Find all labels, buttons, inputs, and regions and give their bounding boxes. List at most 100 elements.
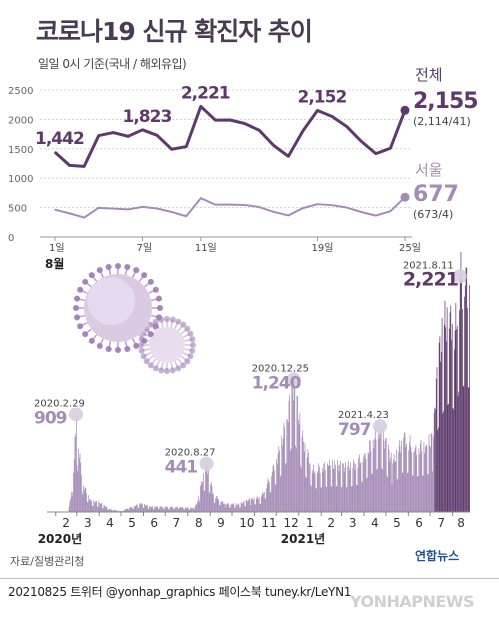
daily-bar	[338, 465, 339, 512]
daily-bar	[352, 486, 353, 512]
daily-bar	[321, 488, 322, 512]
daily-bar	[160, 506, 161, 512]
daily-bar	[315, 488, 316, 512]
seoul-point	[273, 211, 275, 213]
month-tick-label: 7	[437, 516, 445, 530]
daily-bar	[358, 458, 359, 512]
daily-bar	[146, 506, 147, 512]
daily-bar	[361, 482, 362, 512]
daily-bar	[76, 416, 77, 512]
daily-bar	[395, 462, 396, 512]
daily-bar	[97, 507, 98, 512]
seoul-point	[200, 197, 202, 199]
daily-bar	[255, 504, 256, 512]
daily-bar	[401, 441, 402, 512]
daily-bar	[419, 454, 420, 512]
total-end-detail: (2,114/41)	[413, 115, 471, 128]
daily-bar	[253, 500, 254, 512]
daily-bar	[141, 503, 142, 512]
daily-bar	[258, 499, 259, 512]
daily-bar	[466, 268, 467, 512]
daily-bar	[458, 392, 459, 512]
total-point	[83, 166, 85, 168]
virus-spike-head	[158, 367, 164, 373]
daily-bar	[276, 484, 277, 512]
daily-bar	[207, 474, 208, 512]
daily-bar	[275, 485, 276, 512]
daily-bar	[152, 506, 153, 512]
daily-bar	[411, 452, 412, 512]
daily-bar	[80, 454, 81, 512]
daily-bar	[294, 382, 295, 512]
year-label: 2020년	[38, 532, 82, 546]
daily-bar	[89, 499, 90, 512]
daily-bar	[227, 503, 228, 512]
daily-bar	[368, 453, 369, 512]
daily-bar	[347, 487, 348, 512]
daily-bar	[342, 487, 343, 512]
daily-bar	[162, 507, 163, 512]
daily-bar	[91, 500, 92, 512]
daily-bar	[336, 486, 337, 512]
daily-bar	[75, 437, 76, 512]
seoul-point	[98, 207, 100, 209]
daily-bar	[372, 473, 373, 512]
daily-bar	[348, 461, 349, 512]
daily-bar	[229, 508, 230, 512]
daily-bar	[166, 506, 167, 512]
daily-bar	[177, 507, 178, 512]
total-point	[258, 129, 260, 131]
daily-bar	[195, 506, 196, 512]
daily-bar	[365, 453, 366, 512]
daily-bar	[385, 438, 386, 512]
daily-bar	[324, 462, 325, 512]
daily-bar	[239, 508, 240, 512]
daily-bar	[326, 487, 327, 512]
total-point	[302, 130, 304, 132]
daily-bar	[448, 405, 449, 512]
daily-bar	[426, 445, 427, 512]
daily-bar	[414, 451, 415, 512]
seoul-point	[54, 209, 56, 211]
virus-spike-head	[97, 343, 103, 349]
daily-bar	[317, 473, 318, 512]
daily-bar	[228, 505, 229, 512]
daily-bar	[445, 301, 446, 512]
virus-spike-head	[187, 353, 193, 359]
daily-bar	[211, 482, 212, 512]
daily-bar	[249, 498, 250, 512]
daily-bar	[208, 470, 209, 512]
daily-bar	[319, 467, 320, 512]
seoul-point	[156, 208, 158, 210]
virus-spike-head	[156, 314, 162, 320]
daily-bar	[354, 463, 355, 512]
daily-bar	[416, 445, 417, 512]
virus-spike-head	[73, 305, 79, 311]
daily-bar	[218, 499, 219, 512]
daily-bar	[390, 458, 391, 512]
daily-bar	[450, 305, 451, 512]
daily-bar	[463, 386, 464, 512]
virus-spike-head	[133, 343, 139, 349]
daily-bar	[346, 487, 347, 512]
daily-bar	[216, 496, 217, 512]
daily-bar	[360, 463, 361, 512]
daily-bar	[344, 467, 345, 512]
daily-bar	[234, 508, 235, 512]
daily-bar	[412, 475, 413, 512]
daily-bar	[151, 507, 152, 512]
daily-bar	[78, 449, 79, 512]
seoul-point	[229, 204, 231, 206]
daily-bar	[405, 447, 406, 512]
daily-bar	[88, 495, 89, 512]
total-point	[98, 135, 100, 137]
daily-bar	[96, 501, 97, 512]
daily-bar	[212, 487, 213, 512]
daily-bar	[408, 450, 409, 512]
y-tick-label: 1500	[8, 145, 33, 156]
daily-bar	[368, 453, 369, 512]
daily-bar	[87, 502, 88, 512]
daily-bar	[218, 500, 219, 512]
daily-bar	[285, 465, 286, 512]
daily-bar	[422, 476, 423, 512]
